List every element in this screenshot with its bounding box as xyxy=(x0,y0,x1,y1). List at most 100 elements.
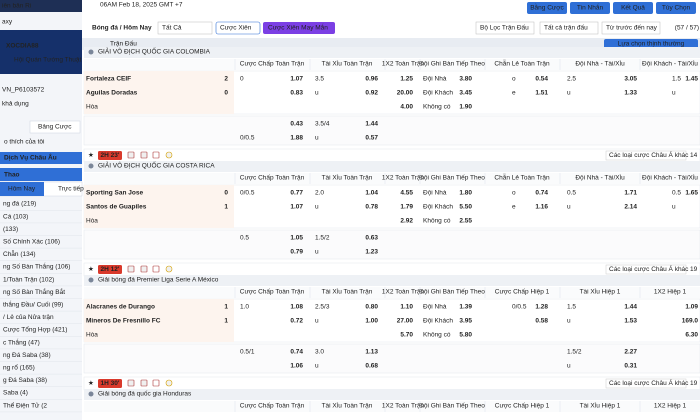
odds[interactable]: 20.00 xyxy=(397,90,414,97)
odds[interactable]: 0.68 xyxy=(365,363,378,370)
footer-icon[interactable] xyxy=(127,379,135,387)
menu-item[interactable]: thắng Đầu/ Cuối (99) xyxy=(3,300,63,309)
more-bets-select[interactable] xyxy=(605,264,687,275)
bet-tab[interactable] xyxy=(29,120,81,134)
period-label[interactable]: Từ trước đến nay xyxy=(606,23,658,32)
footer-icon[interactable] xyxy=(152,265,160,273)
odds[interactable]: 0.92 xyxy=(365,90,378,97)
match-filter-label[interactable]: Bộ Lọc Trận Đấu xyxy=(480,23,529,32)
footer-icon[interactable] xyxy=(140,151,148,159)
odds[interactable]: 0.83 xyxy=(290,90,303,97)
odds[interactable]: 5.70 xyxy=(400,332,413,339)
footer-icon[interactable] xyxy=(165,265,173,273)
toolbar-button-label[interactable]: Kết Quả xyxy=(621,3,645,12)
lucky-parlay-label[interactable]: Cược Xiên May Mắn xyxy=(268,23,328,32)
odds[interactable]: 0.31 xyxy=(624,363,637,370)
toolbar-button[interactable] xyxy=(613,2,653,14)
footer-icon[interactable] xyxy=(127,265,135,273)
odds[interactable]: 1.09 xyxy=(685,304,698,311)
toolbar-button[interactable] xyxy=(570,2,610,14)
odds[interactable]: 1.88 xyxy=(290,135,303,142)
filter-select[interactable] xyxy=(157,21,213,35)
menu-item[interactable]: ng rổ (165) xyxy=(3,364,35,372)
menu-item[interactable]: Cá (103) xyxy=(3,213,28,220)
more-bets-select[interactable] xyxy=(605,150,687,161)
odds[interactable]: 1.71 xyxy=(624,190,637,197)
menu-item[interactable]: g Đá Saba (38) xyxy=(3,377,47,384)
footer-icon[interactable] xyxy=(140,379,148,387)
live-tab-label[interactable]: Trực tiếp xyxy=(58,184,84,193)
odds[interactable]: 0.78 xyxy=(365,204,378,211)
euro-menu[interactable]: Dịch Vụ Châu Âu xyxy=(4,153,57,162)
sports-menu[interactable]: Thao xyxy=(4,172,20,179)
menu-item[interactable]: / Lẻ của Nửa trận xyxy=(3,313,54,321)
odds[interactable]: 1.25 xyxy=(400,76,413,83)
odds[interactable]: 4.00 xyxy=(400,104,413,111)
odds[interactable]: 3.95 xyxy=(459,318,472,325)
odds[interactable]: 1.44 xyxy=(624,304,637,311)
sort-button[interactable] xyxy=(604,39,698,49)
odds[interactable]: 1.51 xyxy=(535,90,548,97)
odds[interactable]: 3.05 xyxy=(624,76,637,83)
odds[interactable]: 1.07 xyxy=(290,76,303,83)
filter-label[interactable]: Tất Cả xyxy=(162,23,182,32)
odds[interactable]: 1.10 xyxy=(400,304,413,311)
more-bets[interactable]: Các loại cược Châu Á khác xyxy=(609,150,689,159)
odds[interactable]: 1.06 xyxy=(290,363,303,370)
all-matches-select[interactable] xyxy=(539,21,599,35)
toolbar-button[interactable] xyxy=(656,2,696,14)
odds[interactable]: 0.77 xyxy=(290,190,303,197)
odds[interactable]: 1.16 xyxy=(535,204,548,211)
odds[interactable]: 1.04 xyxy=(365,190,378,197)
menu-item[interactable]: Số Chính Xác (106) xyxy=(3,237,60,246)
odds[interactable]: 0.74 xyxy=(535,190,548,197)
period-select[interactable] xyxy=(601,21,661,35)
odds[interactable]: 0.80 xyxy=(365,304,378,311)
menu-item[interactable]: c Thắng (47) xyxy=(3,337,40,346)
odds[interactable]: 0.54 xyxy=(535,76,548,83)
odds[interactable]: 0.58 xyxy=(535,318,548,325)
odds[interactable]: 1.90 xyxy=(459,104,472,111)
odds[interactable]: 0.74 xyxy=(290,349,303,356)
odds[interactable]: 0.57 xyxy=(365,135,378,142)
footer-icon[interactable] xyxy=(152,151,160,159)
odds[interactable]: 0.63 xyxy=(365,235,378,242)
today-tab[interactable] xyxy=(0,182,44,196)
odds[interactable]: 3.45 xyxy=(459,90,472,97)
toolbar-button[interactable] xyxy=(527,2,567,14)
odds[interactable]: 4.55 xyxy=(400,190,413,197)
more-bets[interactable]: Các loại cược Châu Á khác xyxy=(609,378,689,387)
favorites[interactable]: o thích của tôi xyxy=(4,138,44,146)
today-tab-label[interactable]: Hôm Nay xyxy=(8,186,36,193)
bet-tab-label[interactable]: Bảng Cược xyxy=(38,124,72,131)
menu-item[interactable]: ng đá (219) xyxy=(3,201,36,208)
odds[interactable]: 3.80 xyxy=(459,76,472,83)
footer-icon[interactable] xyxy=(165,379,173,387)
odds[interactable]: 1.13 xyxy=(365,349,378,356)
odds[interactable]: 0.96 xyxy=(365,76,378,83)
menu-item[interactable]: Saba (4) xyxy=(3,390,28,397)
odds[interactable]: 1.65 xyxy=(685,190,698,197)
odds[interactable]: 1.45 xyxy=(685,76,698,83)
odds[interactable]: 1.08 xyxy=(290,304,303,311)
footer-icon[interactable] xyxy=(152,379,160,387)
footer-icon[interactable] xyxy=(127,151,135,159)
odds[interactable]: 5.80 xyxy=(459,332,472,339)
lucky-parlay-button[interactable] xyxy=(263,22,335,34)
odds[interactable]: 6.30 xyxy=(685,332,698,339)
odds[interactable]: 1.05 xyxy=(290,235,303,242)
odds[interactable]: 1.44 xyxy=(365,121,378,128)
menu-item[interactable]: ng Đá Saba (38) xyxy=(3,352,51,359)
odds[interactable]: 2.27 xyxy=(624,349,637,356)
odds[interactable]: 1.33 xyxy=(624,90,637,97)
odds[interactable]: 169.0 xyxy=(682,318,699,325)
menu-item[interactable]: 1/Toàn Trận (102) xyxy=(3,276,54,283)
odds[interactable]: 1.00 xyxy=(365,318,378,325)
all-matches-label[interactable]: Tất cả trận đấu xyxy=(544,23,588,32)
odds[interactable]: 1.80 xyxy=(459,190,472,197)
odds[interactable]: 1.39 xyxy=(459,304,472,311)
odds[interactable]: 1.79 xyxy=(400,204,413,211)
odds[interactable]: 0.79 xyxy=(290,249,303,256)
menu-item[interactable]: Thể Điện Tử (2 xyxy=(3,401,47,409)
odds[interactable]: 1.53 xyxy=(624,318,637,325)
